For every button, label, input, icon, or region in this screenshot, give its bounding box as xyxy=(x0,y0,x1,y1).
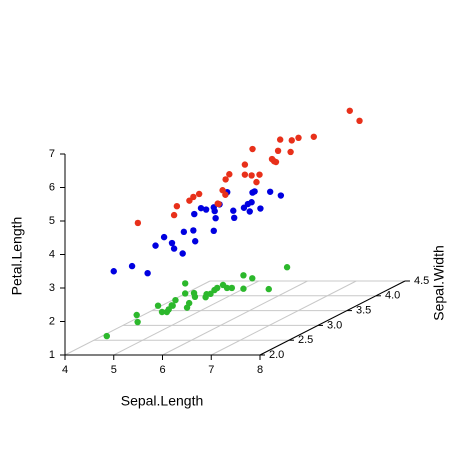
y-tick-label: 4.5 xyxy=(414,275,429,287)
point xyxy=(185,299,193,307)
point xyxy=(266,188,274,195)
point xyxy=(244,200,252,208)
point xyxy=(180,228,188,236)
point xyxy=(134,318,141,326)
point xyxy=(356,117,363,125)
point xyxy=(246,208,253,215)
y-tick-label: 4.0 xyxy=(385,290,400,302)
point xyxy=(240,285,247,292)
point xyxy=(154,302,162,309)
point xyxy=(231,214,238,222)
point xyxy=(182,280,189,287)
point xyxy=(190,227,197,234)
y-axis xyxy=(259,280,406,356)
point xyxy=(287,148,294,156)
point xyxy=(253,178,260,186)
point xyxy=(144,270,151,277)
y-axis-title: Sepal.Width xyxy=(431,245,447,320)
point xyxy=(257,205,264,212)
point xyxy=(170,211,178,219)
z-tick-label: 4 xyxy=(49,248,55,260)
point xyxy=(168,302,175,309)
point xyxy=(214,284,221,292)
x-tick-label: 7 xyxy=(208,364,214,376)
point xyxy=(230,207,237,214)
point xyxy=(190,289,198,297)
point xyxy=(170,245,178,252)
point xyxy=(288,137,295,144)
point xyxy=(251,188,258,195)
point xyxy=(179,250,186,257)
point xyxy=(211,207,218,215)
grid-line xyxy=(113,280,259,356)
point xyxy=(210,227,217,235)
y-tick-label: 2.5 xyxy=(298,334,313,346)
x-axis-title: Sepal.Length xyxy=(121,393,204,409)
point xyxy=(222,176,229,183)
point xyxy=(223,284,231,292)
point xyxy=(274,147,282,155)
point xyxy=(228,284,236,292)
point xyxy=(241,161,249,168)
point xyxy=(265,285,272,293)
point xyxy=(346,107,353,114)
z-tick-label: 2 xyxy=(49,315,55,327)
point xyxy=(103,332,110,340)
point xyxy=(202,206,210,213)
point xyxy=(215,200,222,208)
point xyxy=(172,296,179,304)
point xyxy=(222,191,229,198)
point xyxy=(249,145,256,153)
z-axis-title: Petal.Length xyxy=(9,217,25,296)
point xyxy=(173,203,181,210)
y-tick-label: 3.0 xyxy=(327,319,342,331)
y-tick-label: 3.5 xyxy=(356,305,371,317)
grid-line xyxy=(211,280,357,356)
point xyxy=(295,134,302,141)
z-tick-label: 7 xyxy=(49,148,55,160)
z-tick-label: 1 xyxy=(49,349,55,361)
point xyxy=(128,262,136,270)
y-tick-label: 2.0 xyxy=(269,349,284,361)
point xyxy=(226,171,233,178)
x-tick-label: 6 xyxy=(159,364,165,376)
x-tick-label: 8 xyxy=(257,364,263,376)
x-tick-label: 4 xyxy=(62,364,68,376)
point xyxy=(158,308,166,316)
point xyxy=(212,215,219,222)
point xyxy=(160,233,168,241)
grid-line xyxy=(162,280,308,356)
z-tick-label: 6 xyxy=(49,181,55,193)
point xyxy=(241,171,249,178)
point xyxy=(134,219,142,227)
point xyxy=(310,133,317,140)
x-tick-label: 5 xyxy=(111,364,117,376)
point xyxy=(191,210,198,218)
z-tick-label: 5 xyxy=(49,215,55,227)
point xyxy=(277,192,285,199)
point xyxy=(110,268,117,275)
point xyxy=(268,155,276,163)
point xyxy=(133,311,140,319)
point xyxy=(283,264,291,271)
point xyxy=(256,171,263,178)
point xyxy=(197,204,205,212)
point xyxy=(182,290,189,297)
point xyxy=(240,272,247,279)
point xyxy=(249,275,256,282)
point xyxy=(192,238,199,245)
point xyxy=(276,136,284,143)
z-tick-label: 3 xyxy=(49,282,55,294)
point xyxy=(152,242,159,249)
point xyxy=(186,197,193,204)
point xyxy=(168,239,176,247)
point xyxy=(195,190,203,198)
point xyxy=(248,172,255,179)
point xyxy=(207,290,214,298)
